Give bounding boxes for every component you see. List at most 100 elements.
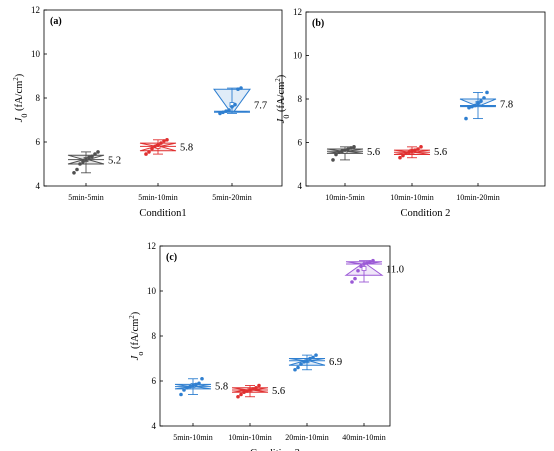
data-point [302,360,306,364]
series-box-4: 11.0 [344,258,404,284]
data-point [230,105,234,109]
x-axis-title: Condition 3 [250,448,300,451]
data-point [96,150,100,154]
series-box-1: 5.6 [326,145,380,162]
y-axis-title: Jo (fA/cm2) [128,311,145,360]
data-point [340,149,344,153]
data-point [90,154,94,159]
series-box-2: 5.6 [393,145,447,160]
mean-value-label: 11.0 [386,265,404,276]
data-point [356,268,360,273]
data-point [165,138,169,142]
y-tick-label: 6 [298,138,303,148]
data-point [75,167,79,172]
data-point [257,383,261,388]
data-point [194,382,198,387]
mean-value-label: 5.6 [272,386,285,397]
data-point [245,389,249,393]
chart-panel-3: 4 6 8 10 12 5min-10min 10min-10min 20min-10min 4… [128,241,404,451]
data-point [162,139,166,143]
series-box-3: 6.9 [288,353,342,372]
y-tick-label: 4 [36,181,41,191]
data-point [182,388,186,392]
data-point [296,365,300,370]
mean-value-label: 5.2 [108,156,121,167]
data-point [413,148,417,152]
data-point [239,86,243,90]
mean-value-label: 6.9 [329,357,342,368]
data-point [346,147,350,151]
data-point [479,99,483,103]
x-axis-title: Condition 2 [401,208,451,219]
x-tick-label: 5min-20min [212,193,252,202]
data-point [197,381,201,386]
data-point [352,145,356,149]
series-box-3: 7.7 [213,86,267,116]
data-point [359,264,363,269]
y-axis-title-unit: (fA/cm [276,82,287,115]
data-point [81,160,85,164]
data-point [251,387,255,391]
y-tick-label: 6 [36,137,41,147]
series-box-2: 5.8 [139,138,193,156]
data-point [305,358,309,363]
chart-panel-1: 4 6 8 10 12 5min-5min 5min-10min 5min-20min Cond… [12,5,283,219]
y-axis-title-close: ) [276,74,287,78]
y-tick-label: 10 [31,49,41,59]
data-point [473,103,477,108]
x-tick-label: 5min-10min [173,433,213,442]
data-point [153,144,157,149]
x-axis-title: Condition1 [139,208,186,219]
data-point [239,392,243,397]
panel-label: (a) [50,16,62,27]
data-point [254,385,258,390]
series-box-2: 5.6 [231,383,285,399]
data-point [188,384,192,389]
data-point [191,383,195,388]
data-point [227,108,231,112]
y-axis-title-sub: 0 [282,115,291,119]
data-point [314,353,318,357]
data-point [410,149,414,153]
x-tick-label: 5min-10min [138,193,178,202]
data-point [179,392,183,397]
y-axis-title-sub: o [136,352,145,356]
data-point [398,155,402,160]
data-point [464,116,468,121]
y-axis-title-sup: 2 [274,78,282,82]
data-point [371,258,375,263]
y-axis-title: J0 (fA/cm2) [274,74,291,123]
data-point [485,90,489,95]
y-tick-label: 12 [293,7,302,17]
y-axis-title-main: J [14,116,25,122]
data-point [221,110,225,115]
data-point [404,151,408,156]
mean-value-label: 5.8 [180,142,193,153]
data-point [419,145,423,149]
data-point [467,105,471,110]
mean-value-label: 7.7 [254,101,267,112]
chart-panel-2: 4 6 8 10 12 10min-5min 10min-10min 10min-20min C… [274,7,546,219]
data-point [72,171,76,175]
x-tick-label: 10min-5min [325,193,365,202]
data-point [311,355,315,360]
x-tick-label: 5min-5min [68,193,104,202]
mean-value-label: 5.6 [434,147,447,158]
mean-value-label: 5.6 [367,147,380,158]
data-point [334,152,338,157]
data-point [185,385,189,390]
y-axis-title-sup: 2 [128,315,136,319]
y-tick-label: 12 [31,5,40,15]
box-body [213,88,251,113]
data-point [365,261,369,265]
y-axis-title-unit: (fA/cm [130,319,141,352]
data-point [353,276,357,281]
data-point [337,150,341,155]
y-tick-label: 12 [147,241,156,251]
panel-label: (b) [312,18,324,29]
data-point [236,394,240,399]
y-tick-label: 8 [152,331,157,341]
data-point [331,158,335,162]
x-tick-label: 20min-10min [285,433,329,442]
